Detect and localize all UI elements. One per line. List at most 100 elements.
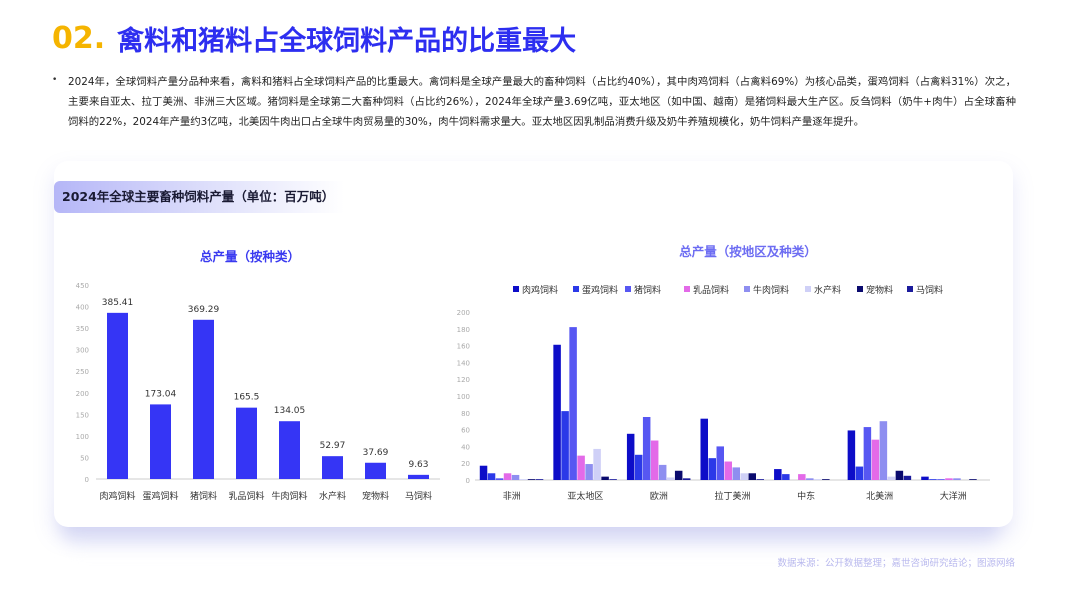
bar-欧洲-宠物料 — [674, 470, 683, 480]
y-tick-label: 80 — [461, 410, 470, 418]
bar-牛肉饲料 — [279, 421, 300, 479]
data-label: 37.69 — [363, 448, 389, 458]
bar-欧洲-蛋鸡饲料 — [634, 454, 643, 480]
legend-swatch — [907, 286, 913, 292]
x-tick-label: 欧洲 — [650, 490, 668, 502]
x-tick-label: 蛋鸡饲料 — [142, 490, 178, 502]
x-tick-label: 非洲 — [503, 490, 521, 502]
y-tick-label: 50 — [80, 454, 89, 462]
legend-swatch — [805, 286, 811, 292]
bar-北美洲-牛肉饲料 — [879, 421, 888, 480]
bar-非洲-乳品饲料 — [503, 473, 512, 480]
bar-欧洲-马饲料 — [682, 478, 691, 480]
bar-中东-肉鸡饲料 — [774, 469, 782, 480]
x-tick-label: 宠物料 — [362, 490, 389, 502]
legend-label: 乳品饲料 — [693, 284, 729, 296]
legend-label: 水产料 — [814, 284, 841, 296]
legend-label: 牛肉饲料 — [753, 284, 789, 296]
data-label: 385.41 — [102, 298, 134, 308]
y-tick-label: 0 — [85, 476, 89, 484]
bar-大洋洲-牛肉饲料 — [953, 478, 961, 480]
data-label: 52.97 — [320, 441, 346, 451]
bar-中东-牛肉饲料 — [806, 478, 814, 480]
bar-亚太地区-肉鸡饲料 — [553, 344, 561, 480]
bar-马饲料 — [408, 474, 429, 479]
card-title: 2024年全球主要畜种饲料产量（单位：百万吨） — [62, 189, 335, 204]
y-tick-label: 200 — [457, 309, 470, 317]
y-tick-label: 350 — [76, 325, 89, 333]
bar-欧洲-牛肉饲料 — [658, 464, 667, 480]
bar-拉丁美洲-猪饲料 — [716, 446, 724, 480]
x-tick-label: 肉鸡饲料 — [99, 490, 135, 502]
title-text: 禽料和猪料占全球饲料产品的比重最大 — [117, 25, 577, 57]
legend-swatch — [857, 286, 863, 292]
bar-北美洲-猪饲料 — [863, 427, 872, 480]
x-tick-label: 北美洲 — [866, 490, 893, 502]
bar-肉鸡饲料 — [107, 312, 128, 479]
y-tick-label: 400 — [76, 304, 89, 312]
legend-swatch — [744, 286, 750, 292]
legend-label: 蛋鸡饲料 — [582, 284, 618, 296]
y-tick-label: 60 — [461, 427, 470, 435]
bar-非洲-牛肉饲料 — [511, 474, 520, 480]
y-tick-label: 20 — [461, 460, 470, 468]
legend-label: 马饲料 — [916, 284, 943, 296]
chart-title: 总产量（按种类） — [200, 249, 300, 264]
y-tick-label: 200 — [76, 390, 89, 398]
bar-水产料 — [322, 456, 343, 479]
bar-欧洲-猪饲料 — [642, 417, 651, 480]
source-note: 数据来源：公开数据整理；嘉世咨询研究结论；图源网络 — [777, 558, 1015, 569]
x-tick-label: 亚太地区 — [567, 490, 603, 502]
bar-欧洲-水产料 — [666, 477, 675, 480]
bar-北美洲-马饲料 — [903, 475, 912, 480]
bar-中东-水产料 — [814, 479, 822, 480]
bar-拉丁美洲-乳品饲料 — [724, 461, 732, 480]
bar-北美洲-肉鸡饲料 — [847, 430, 856, 480]
data-label: 369.29 — [188, 305, 220, 315]
x-tick-label: 乳品饲料 — [228, 490, 264, 502]
legend-label: 猪饲料 — [634, 284, 661, 296]
bar-猪饲料 — [193, 319, 214, 479]
x-tick-label: 拉丁美洲 — [714, 490, 750, 502]
bar-拉丁美洲-蛋鸡饲料 — [708, 458, 716, 480]
bar-拉丁美洲-宠物料 — [748, 473, 756, 480]
bar-北美洲-蛋鸡饲料 — [855, 466, 864, 480]
data-label: 134.05 — [274, 406, 306, 416]
y-tick-label: 140 — [457, 359, 470, 367]
bar-亚太地区-马饲料 — [609, 479, 617, 480]
y-tick-label: 160 — [457, 343, 470, 351]
page-title: 02. 禽料和猪料占全球饲料产品的比重最大 — [52, 16, 576, 60]
data-label: 9.63 — [408, 460, 428, 470]
y-tick-label: 300 — [76, 347, 89, 355]
bar-大洋洲-猪饲料 — [937, 479, 945, 480]
bar-拉丁美洲-肉鸡饲料 — [700, 418, 708, 480]
bar-中东-蛋鸡饲料 — [782, 474, 790, 480]
bar-拉丁美洲-水产料 — [740, 473, 748, 480]
x-tick-label: 马饲料 — [405, 490, 432, 502]
bar-大洋洲-肉鸡饲料 — [921, 476, 929, 480]
bar-大洋洲-乳品饲料 — [945, 478, 953, 480]
bar-亚太地区-蛋鸡饲料 — [561, 411, 569, 480]
y-tick-label: 250 — [76, 368, 89, 376]
bar-中东-宠物料 — [822, 479, 830, 480]
bar-乳品饲料 — [236, 407, 257, 479]
bar-非洲-肉鸡饲料 — [479, 465, 488, 480]
bar-亚太地区-牛肉饲料 — [585, 464, 593, 480]
y-tick-label: 0 — [466, 477, 470, 485]
legend-swatch — [513, 286, 519, 292]
x-tick-label: 水产料 — [319, 490, 346, 502]
bar-非洲-猪饲料 — [495, 478, 504, 480]
x-tick-label: 牛肉饲料 — [271, 490, 307, 502]
bar-欧洲-乳品饲料 — [650, 440, 659, 480]
y-tick-label: 100 — [76, 433, 89, 441]
bar-亚太地区-宠物料 — [601, 476, 609, 480]
title-number: 02. — [52, 20, 106, 56]
data-label: 173.04 — [145, 389, 177, 399]
y-tick-label: 100 — [457, 393, 470, 401]
card-header: 2024年全球主要畜种饲料产量（单位：百万吨） — [54, 181, 344, 213]
bar-中东-乳品饲料 — [798, 474, 806, 480]
y-tick-label: 180 — [457, 326, 470, 334]
bar-北美洲-乳品饲料 — [871, 439, 880, 480]
bar-宠物料 — [365, 462, 386, 479]
